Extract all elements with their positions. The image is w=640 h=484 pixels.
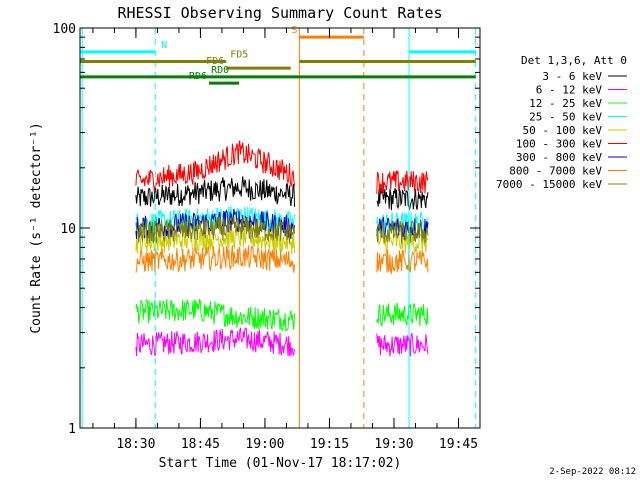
flag-fd6-label: FD6 [206,56,224,67]
x-tick-label-1915: 19:15 [310,437,349,452]
flag-rd0-label: RD0 [211,65,229,76]
legend-header: Det 1,3,6, Att 0 [521,54,627,67]
series-50-100-kev-segment-0 [135,224,296,254]
legend-label-3-6-kev: 3 - 6 keV [542,70,602,83]
legend-label-25-50-kev: 25 - 50 keV [529,111,602,124]
series-12-25-kev-segment-0 [135,298,296,332]
x-tick-label-1845: 18:45 [181,437,220,452]
legend-label-12-25-kev: 12 - 25 keV [529,97,602,110]
legend-label-7000-15000-kev: 7000 - 15000 keV [496,178,602,191]
y-tick-label-10: 10 [60,222,76,237]
y-axis-label: Count Rate (s⁻¹ detector⁻¹) [29,122,44,333]
series-7000-15000-kev-segment-0 [135,215,296,244]
legend-label-300-800-kev: 300 - 800 keV [516,151,602,164]
legend-label-50-100-kev: 50 - 100 keV [523,124,603,137]
flag-s-label: S [291,25,297,36]
y-tick-label-100: 100 [53,22,76,37]
series-800-7000-kev-segment-1 [376,249,429,275]
y-tick-label-1: 1 [68,422,76,437]
series-6-12-kev-segment-0 [135,327,296,357]
flag-fd5-label: FD5 [230,49,248,60]
flag-n-label: N [161,40,167,51]
legend-label-6-12-kev: 6 - 12 keV [536,84,603,97]
x-tick-label-1930: 19:30 [374,437,413,452]
legend-label-800-7000-kev: 800 - 7000 keV [509,165,602,178]
series-7000-15000-kev-segment-1 [376,220,429,245]
series-100-300-kev-segment-0 [135,140,296,192]
series-3-6-kev-segment-1 [376,186,429,211]
flag-rd6-label: RD6 [189,71,207,82]
x-tick-label-1830: 18:30 [116,437,155,452]
series-3-6-kev-segment-0 [135,176,296,207]
chart-title: RHESSI Observing Summary Count Rates [117,4,442,22]
x-axis-label: Start Time (01-Nov-17 18:17:02) [159,456,402,471]
axes: 18:30 18:45 19:00 19:15 19:30 19:45 1 10 100 [53,22,481,452]
footer-date: 2-Sep-2022 08:12 [549,467,636,477]
series-100-300-kev-segment-1 [376,170,429,194]
series-800-7000-kev-segment-0 [135,245,296,273]
series-12-25-kev-segment-1 [376,302,429,328]
legend-label-100-300-kev: 100 - 300 keV [516,138,602,151]
series-25-50-kev-segment-1 [376,211,429,236]
x-tick-label-1945: 19:45 [439,437,478,452]
series-6-12-kev-segment-1 [376,332,429,357]
x-tick-label-1900: 19:00 [245,437,284,452]
